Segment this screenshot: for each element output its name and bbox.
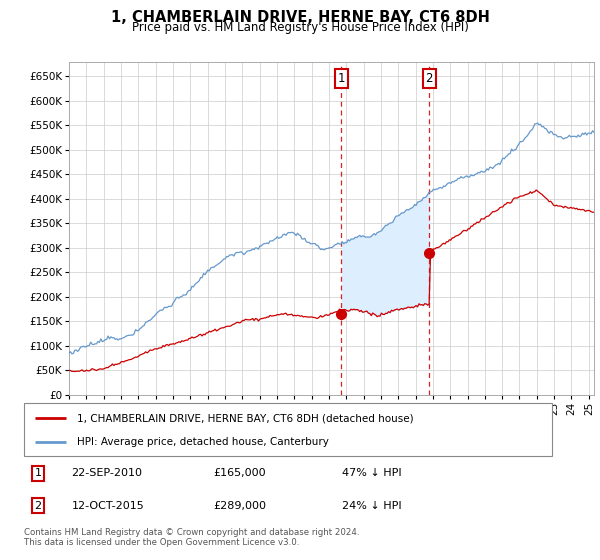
Text: £165,000: £165,000 [214,468,266,478]
Text: 1: 1 [34,468,41,478]
Text: HPI: Average price, detached house, Canterbury: HPI: Average price, detached house, Cant… [77,437,329,447]
Text: 1: 1 [338,72,345,85]
Text: Contains HM Land Registry data © Crown copyright and database right 2024.
This d: Contains HM Land Registry data © Crown c… [24,528,359,547]
Text: 1, CHAMBERLAIN DRIVE, HERNE BAY, CT6 8DH: 1, CHAMBERLAIN DRIVE, HERNE BAY, CT6 8DH [110,10,490,25]
Text: 2: 2 [34,501,41,511]
Text: 22-SEP-2010: 22-SEP-2010 [71,468,142,478]
FancyBboxPatch shape [24,403,552,456]
Text: 24% ↓ HPI: 24% ↓ HPI [342,501,401,511]
Text: 2: 2 [425,72,433,85]
Text: £289,000: £289,000 [214,501,267,511]
Text: Price paid vs. HM Land Registry's House Price Index (HPI): Price paid vs. HM Land Registry's House … [131,21,469,34]
Text: 12-OCT-2015: 12-OCT-2015 [71,501,144,511]
Text: 1, CHAMBERLAIN DRIVE, HERNE BAY, CT6 8DH (detached house): 1, CHAMBERLAIN DRIVE, HERNE BAY, CT6 8DH… [77,413,413,423]
Text: 47% ↓ HPI: 47% ↓ HPI [342,468,401,478]
